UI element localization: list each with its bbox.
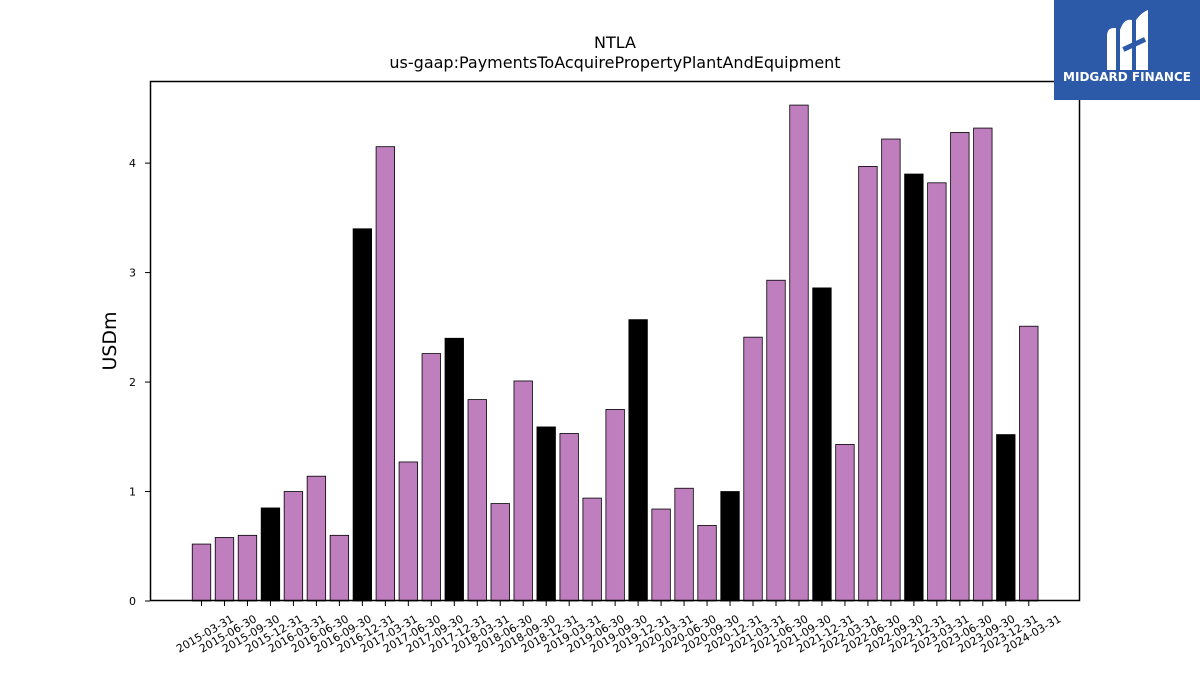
- bar-2022-03-31: [835, 444, 855, 602]
- bar-2021-03-31: [743, 336, 763, 602]
- y-axis-label: USDm: [99, 311, 121, 370]
- bar-2018-09-30: [513, 380, 533, 602]
- bar-2022-12-31: [904, 173, 924, 602]
- bar-2023-09-30: [973, 127, 993, 602]
- bar-2021-06-30: [766, 279, 786, 602]
- logo-text: MIDGARD FINANCE: [1063, 70, 1191, 84]
- y-tick-label: 4: [129, 157, 136, 170]
- bar-2021-12-31: [812, 287, 832, 602]
- bar-2022-06-30: [858, 165, 878, 602]
- bar-2016-06-30: [306, 475, 327, 602]
- bar-2023-12-31: [996, 434, 1016, 602]
- bar-2016-12-31: [352, 228, 373, 602]
- bar-2024-03-31: [1019, 325, 1039, 602]
- y-axis-ticks: 0 1 2 3 4: [129, 157, 150, 608]
- bar-2023-06-30: [950, 132, 970, 602]
- brand-logo: MIDGARD FINANCE: [1054, 0, 1200, 100]
- bar-2015-06-30: [214, 537, 235, 602]
- bar-2017-09-30: [421, 353, 441, 602]
- bar-2020-03-31: [651, 508, 671, 602]
- bar-2018-12-31: [536, 426, 556, 602]
- y-tick-label: 0: [129, 595, 136, 608]
- bar-2016-09-30: [329, 534, 350, 602]
- bar-2018-06-30: [490, 503, 510, 602]
- bar-2016-03-31: [283, 491, 304, 602]
- bar-2018-03-31: [467, 399, 487, 602]
- y-tick-label: 3: [129, 267, 136, 280]
- y-tick-label: 1: [129, 486, 136, 499]
- chart-title: NTLA: [594, 33, 636, 52]
- bar-2020-09-30: [697, 525, 717, 602]
- bar-2020-06-30: [674, 487, 694, 602]
- bar-2015-09-30: [237, 534, 258, 602]
- bar-2017-12-31: [444, 337, 464, 602]
- plot-frame: [149, 80, 1081, 602]
- bar-2019-09-30: [605, 409, 625, 602]
- bar-2019-03-31: [559, 433, 579, 602]
- bar-2017-06-30: [398, 461, 418, 602]
- bar-2021-09-30: [789, 104, 809, 602]
- bar-2015-03-31: [191, 543, 212, 602]
- midgard-m-logo-icon: [1107, 10, 1148, 70]
- bar-2019-06-30: [582, 497, 602, 602]
- bars-group: [191, 104, 1039, 602]
- bar-2023-03-31: [927, 182, 947, 602]
- bar-2015-12-31: [260, 507, 281, 602]
- bar-2020-12-31: [720, 491, 740, 602]
- y-tick-label: 2: [129, 376, 136, 389]
- bar-2022-09-30: [881, 138, 901, 602]
- x-axis-ticks: 2015-03-312015-06-302015-09-302015-12-31…: [174, 601, 1063, 656]
- chart-subtitle: us-gaap:PaymentsToAcquirePropertyPlantAn…: [389, 53, 840, 72]
- bar-2019-12-31: [628, 319, 648, 602]
- bar-2017-03-31: [375, 146, 395, 602]
